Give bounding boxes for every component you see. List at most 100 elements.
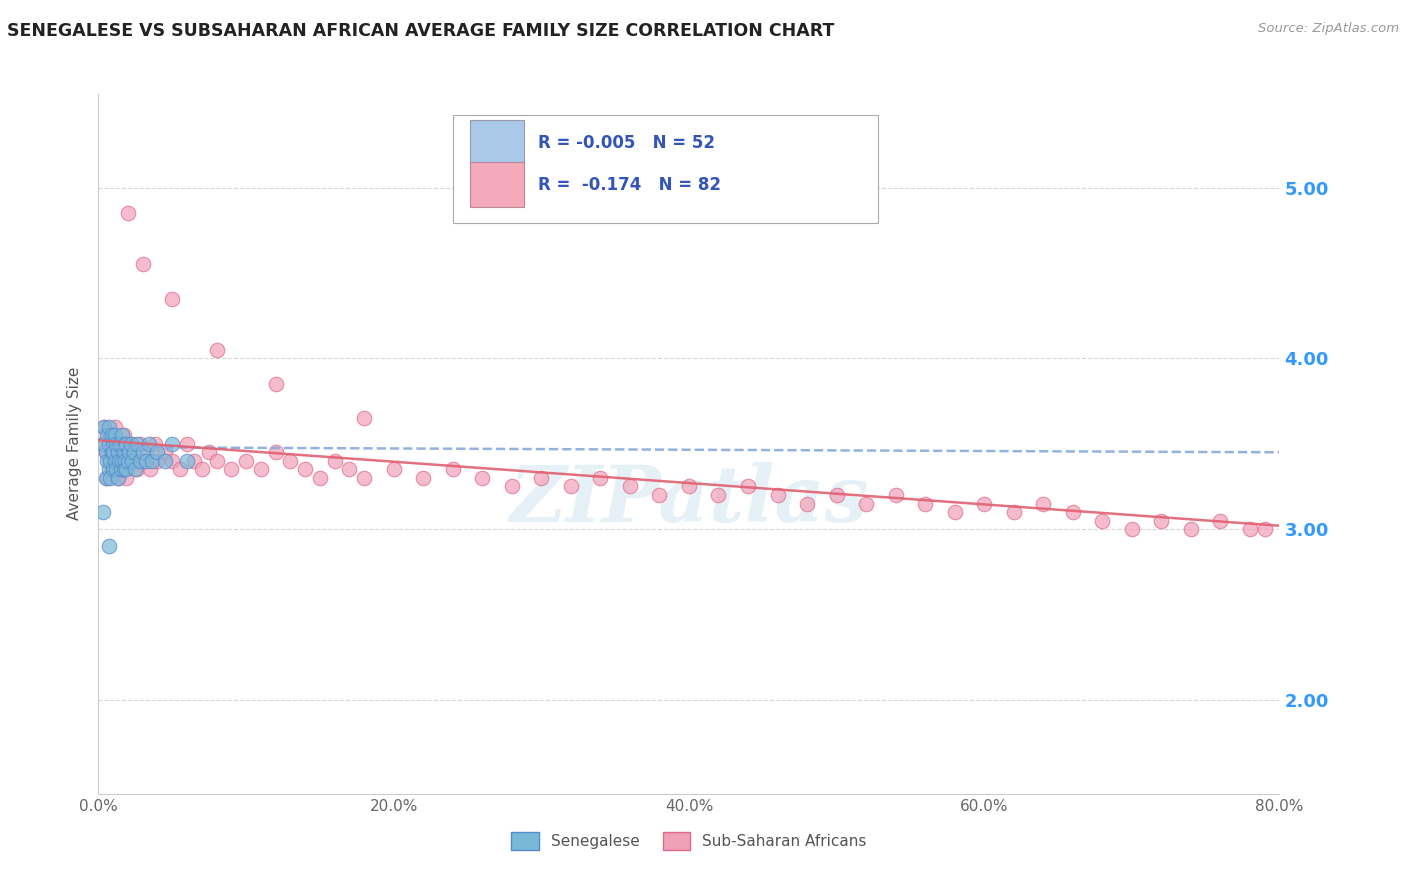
Point — [108, 436, 131, 450]
Text: R = -0.005   N = 52: R = -0.005 N = 52 — [537, 134, 714, 152]
Point — [943, 505, 966, 519]
Point — [1209, 514, 1232, 528]
Point — [108, 436, 131, 450]
Point — [176, 436, 198, 450]
Point — [1002, 505, 1025, 519]
Point — [1062, 505, 1084, 519]
Point — [855, 497, 877, 511]
Point — [132, 445, 155, 459]
Point — [1091, 514, 1114, 528]
Point — [191, 462, 214, 476]
Point — [412, 471, 434, 485]
Point — [121, 454, 143, 468]
Point — [112, 445, 135, 459]
Point — [105, 454, 128, 468]
Point — [115, 436, 138, 450]
Text: SENEGALESE VS SUBSAHARAN AFRICAN AVERAGE FAMILY SIZE CORRELATION CHART: SENEGALESE VS SUBSAHARAN AFRICAN AVERAGE… — [7, 22, 834, 40]
Legend: Senegalese, Sub-Saharan Africans: Senegalese, Sub-Saharan Africans — [505, 825, 873, 856]
Point — [648, 488, 671, 502]
Point — [122, 445, 145, 459]
Point — [294, 462, 316, 476]
Point — [125, 436, 148, 450]
Point — [353, 411, 375, 425]
Point — [205, 454, 228, 468]
Point — [91, 436, 114, 450]
Point — [309, 471, 332, 485]
Point — [96, 454, 118, 468]
Point — [135, 445, 157, 459]
Point — [93, 419, 115, 434]
Point — [162, 454, 183, 468]
Point — [96, 471, 118, 485]
Point — [94, 445, 117, 459]
Point — [973, 497, 995, 511]
Point — [221, 462, 243, 476]
Bar — [471, 162, 523, 208]
Point — [796, 497, 818, 511]
Bar — [453, 115, 877, 223]
Point — [128, 436, 150, 450]
Point — [1150, 514, 1173, 528]
Point — [737, 479, 759, 493]
Y-axis label: Average Family Size: Average Family Size — [67, 368, 83, 520]
Point — [111, 428, 134, 442]
Point — [103, 445, 125, 459]
Point — [914, 497, 936, 511]
Point — [108, 454, 131, 468]
Point — [619, 479, 641, 493]
Point — [114, 436, 136, 450]
Point — [471, 471, 494, 485]
Point — [104, 419, 127, 434]
Point — [96, 428, 118, 442]
Point — [98, 454, 121, 468]
Point — [141, 454, 163, 468]
Point — [112, 428, 135, 442]
Point — [91, 505, 114, 519]
Point — [115, 471, 138, 485]
Point — [441, 462, 464, 476]
Point — [264, 376, 287, 391]
Text: ZIPatlas: ZIPatlas — [509, 461, 869, 538]
Point — [264, 445, 287, 459]
Point — [105, 436, 128, 450]
Point — [143, 436, 166, 450]
Point — [176, 454, 198, 468]
Point — [169, 462, 191, 476]
Point — [110, 436, 132, 450]
Point — [339, 462, 361, 476]
Point — [205, 343, 228, 357]
Point — [115, 462, 138, 476]
Point — [94, 471, 117, 485]
Point — [100, 445, 122, 459]
Point — [1254, 522, 1277, 536]
Point — [678, 479, 700, 493]
Point — [103, 436, 125, 450]
Point — [382, 462, 405, 476]
Point — [104, 454, 127, 468]
Point — [114, 454, 136, 468]
Point — [117, 206, 139, 220]
Point — [825, 488, 848, 502]
Point — [97, 462, 120, 476]
Point — [162, 292, 183, 306]
Point — [132, 454, 155, 468]
Point — [97, 436, 120, 450]
Point — [250, 462, 273, 476]
Point — [124, 462, 146, 476]
Point — [112, 462, 135, 476]
Point — [91, 436, 114, 450]
Point — [1032, 497, 1054, 511]
Point — [153, 454, 176, 468]
Point — [353, 471, 375, 485]
Point — [97, 539, 120, 553]
Point — [1180, 522, 1202, 536]
Point — [128, 454, 150, 468]
Point — [183, 454, 205, 468]
Point — [111, 445, 134, 459]
Point — [135, 454, 157, 468]
Text: Source: ZipAtlas.com: Source: ZipAtlas.com — [1258, 22, 1399, 36]
Point — [122, 454, 145, 468]
Point — [110, 462, 132, 476]
Point — [589, 471, 612, 485]
Point — [139, 462, 162, 476]
